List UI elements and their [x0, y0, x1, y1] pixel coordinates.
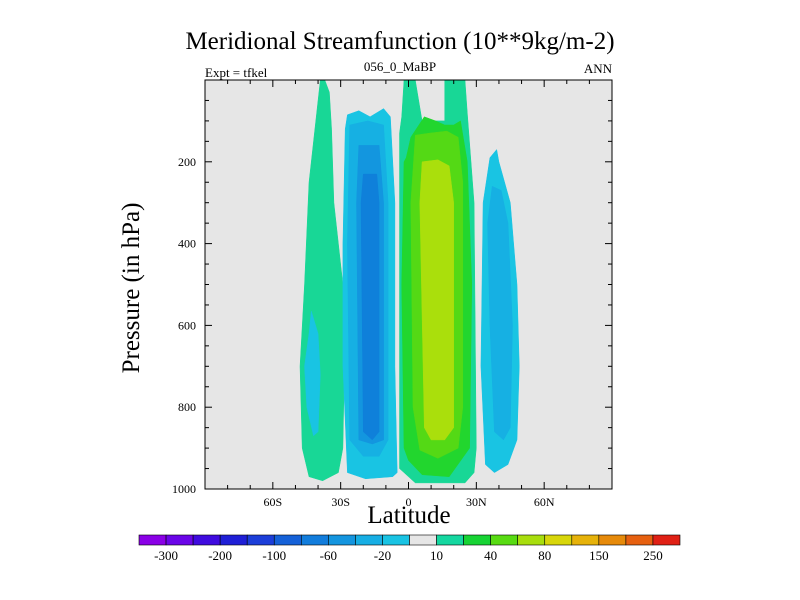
colorbar-swatch — [328, 534, 356, 546]
experiment-label: Expt = tfkel — [205, 65, 268, 80]
y-tick-label: 200 — [178, 155, 196, 169]
x-tick-label: 30N — [466, 495, 487, 509]
contour-northern-ferrel-core — [487, 186, 513, 441]
colorbar-label: 40 — [484, 548, 497, 563]
colorbar-swatch — [246, 534, 275, 546]
colorbar-swatch — [382, 534, 410, 546]
colorbar-swatch — [571, 534, 600, 546]
x-tick-label: 30S — [331, 495, 350, 509]
contour-southern-cell-core — [360, 173, 380, 441]
x-axis-label: Latitude — [367, 502, 451, 529]
colorbar-swatch — [436, 534, 464, 546]
y-tick-label: 800 — [178, 400, 196, 414]
colorbar-swatch — [409, 534, 437, 546]
x-tick-label: 60S — [263, 495, 282, 509]
colorbar-swatch — [490, 534, 518, 546]
y-tick-label: 600 — [178, 318, 196, 332]
colorbar-label: -20 — [374, 548, 391, 563]
colorbar-label: 10 — [430, 548, 443, 563]
colorbar-label: -100 — [262, 548, 286, 563]
colorbar-swatch — [165, 534, 194, 546]
colorbar-swatch — [355, 534, 383, 546]
contour-southern-core — [304, 310, 321, 437]
colorbar-swatch — [544, 534, 573, 546]
contour-northern-cell-core — [419, 159, 454, 441]
colorbar-swatch — [598, 534, 627, 546]
y-tick-label: 1000 — [172, 482, 196, 496]
colorbar-swatch — [625, 534, 654, 546]
colorbar-swatch — [300, 534, 329, 546]
colorbar-swatch — [273, 534, 302, 546]
colorbar-label: 150 — [589, 548, 609, 563]
colorbar-label: 80 — [538, 548, 551, 563]
chart-title: Meridional Streamfunction (10**9kg/m-2) — [185, 28, 615, 55]
contour-fill-group — [299, 80, 520, 484]
season-label: ANN — [583, 61, 612, 76]
colorbar-swatch — [219, 534, 248, 546]
x-tick-label: 0 — [406, 495, 412, 509]
colorbar-swatch — [517, 534, 546, 546]
colorbar-label: -300 — [154, 548, 178, 563]
colorbar-label: 250 — [643, 548, 663, 563]
colorbar-label: -60 — [320, 548, 337, 563]
colorbar-swatch — [138, 534, 167, 546]
y-tick-label: 400 — [178, 237, 196, 251]
x-tick-label: 60N — [534, 495, 555, 509]
colorbar-swatch — [463, 534, 491, 546]
colorbar-swatch — [652, 534, 681, 546]
colorbar-label: -200 — [208, 548, 232, 563]
case-label: 056_0_MaBP — [363, 59, 437, 74]
colorbar-swatch — [192, 534, 221, 546]
